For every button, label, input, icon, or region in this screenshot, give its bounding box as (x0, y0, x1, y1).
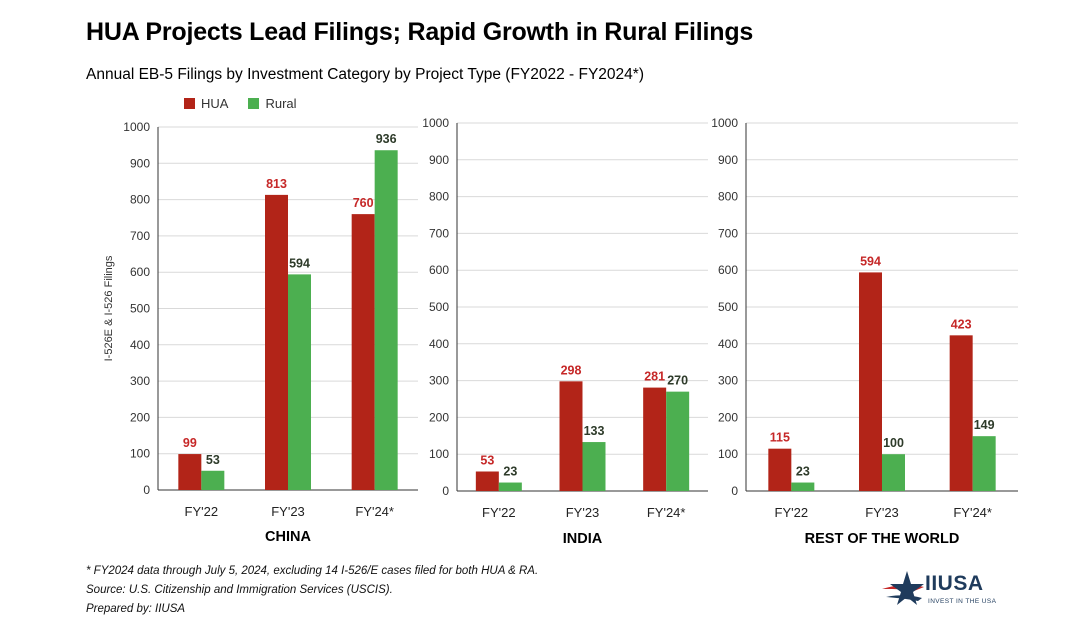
panel-1-data-label-rural: 270 (667, 374, 688, 388)
panel-1-bar-hua (643, 387, 667, 491)
panel-2-x-tick-label: FY'23 (865, 505, 899, 520)
panel-0-y-tick-label: 100 (130, 447, 150, 461)
panel-2-y-tick-label: 500 (718, 300, 738, 314)
legend-swatch-hua (184, 98, 195, 109)
panel-1-bar-rural (666, 391, 690, 491)
panel-1-bar-rural (498, 482, 522, 491)
panel-2-data-label-hua: 115 (770, 431, 790, 445)
panel-1-y-tick-label: 0 (442, 484, 449, 498)
panel-2-bar-rural (791, 482, 815, 491)
footnote-prepared-by: Prepared by: IIUSA (86, 603, 186, 615)
panel-0-bar-rural (288, 274, 311, 490)
panel-0-y-tick-label: 800 (130, 193, 150, 207)
panel-0-data-label-hua: 99 (183, 436, 197, 450)
panel-2-x-tick-label: FY'22 (775, 505, 809, 520)
panel-1-bar-hua (559, 381, 583, 491)
panel-0-title: CHINA (265, 529, 311, 545)
panel-1-y-tick-label: 400 (429, 337, 449, 351)
panel-1-bar-hua (475, 471, 499, 491)
panel-0-bar-rural (374, 150, 398, 490)
panel-0-y-tick-label: 1000 (123, 120, 150, 134)
panel-0-bar-hua (178, 454, 202, 490)
panel-2-data-label-rural: 149 (974, 418, 995, 432)
panel-0-data-label-hua: 813 (266, 177, 287, 191)
panel-1-y-tick-label: 1000 (422, 116, 449, 130)
legend-item-rural: Rural (248, 96, 297, 111)
panel-2-data-label-rural: 23 (796, 465, 810, 479)
panel-1-bar-rural (582, 442, 606, 491)
panel-0-y-tick-label: 900 (130, 156, 150, 170)
panel-2-bar-rural (882, 454, 905, 491)
panel-0-bar-hua (351, 214, 375, 490)
panel-1-data-label-hua: 53 (480, 453, 494, 467)
panel-1-y-tick-label: 900 (429, 153, 449, 167)
chart-legend: HUA Rural (184, 96, 297, 111)
logo-tagline: INVEST IN THE USA (928, 598, 997, 605)
panel-0-data-label-rural: 594 (289, 256, 310, 270)
panel-2-bar-hua (859, 272, 882, 491)
panel-0-bar-hua (265, 194, 288, 491)
panel-0-data-label-rural: 936 (376, 132, 397, 146)
star-swoosh-icon (882, 571, 924, 605)
panel-1-y-tick-label: 200 (429, 410, 449, 424)
logo-name: IIUSA (925, 572, 984, 595)
panel-0-y-axis-label: I-526E & I-526 Filings (103, 255, 115, 361)
panel-1-y-tick-label: 500 (429, 300, 449, 314)
panel-2-y-tick-label: 300 (718, 374, 738, 388)
footnote-source: Source: U.S. Citizenship and Immigration… (86, 584, 393, 596)
panel-2-y-tick-label: 400 (718, 337, 738, 351)
panel-0-data-label-rural: 53 (206, 453, 220, 467)
panel-2-y-tick-label: 200 (718, 410, 738, 424)
panel-1-x-tick-label: FY'23 (566, 505, 600, 520)
panel-0-x-tick-label: FY'24* (355, 504, 394, 519)
panel-0-y-tick-label: 500 (130, 302, 150, 316)
legend-label-hua: HUA (201, 96, 229, 111)
panel-2-y-tick-label: 800 (718, 190, 738, 204)
panel-2-title: REST OF THE WORLD (805, 531, 960, 547)
legend-swatch-rural (248, 98, 260, 109)
panel-1-x-tick-label: FY'22 (482, 505, 516, 520)
panel-2-data-label-rural: 100 (883, 436, 904, 450)
panel-2-y-tick-label: 0 (731, 484, 738, 498)
panel-2-y-tick-label: 700 (718, 226, 738, 240)
legend-label-rural: Rural (265, 96, 297, 111)
panel-1-data-label-hua: 281 (644, 370, 665, 384)
page-title: HUA Projects Lead Filings; Rapid Growth … (86, 18, 754, 46)
panel-2-bar-hua (949, 335, 973, 491)
panel-1-y-tick-label: 600 (429, 263, 449, 277)
panel-2-bar-hua (768, 448, 792, 491)
panel-0-y-tick-label: 700 (130, 229, 150, 243)
panel-1-title: INDIA (563, 531, 603, 547)
panel-0-bar-rural (201, 470, 225, 490)
panel-0-x-tick-label: FY'22 (185, 504, 219, 519)
panel-0-y-tick-label: 200 (130, 410, 150, 424)
panel-2-x-tick-label: FY'24* (953, 505, 992, 520)
panel-2-bar-rural (972, 436, 996, 491)
panel-1-data-label-rural: 133 (584, 424, 605, 438)
panel-1-data-label-hua: 298 (561, 363, 582, 377)
panel-2-y-tick-label: 1000 (711, 116, 738, 130)
panel-2-y-tick-label: 100 (718, 447, 738, 461)
panel-0-y-tick-label: 400 (130, 338, 150, 352)
panel-1-y-tick-label: 700 (429, 226, 449, 240)
panel-2-data-label-hua: 423 (951, 317, 972, 331)
panel-0-data-label-hua: 760 (353, 196, 374, 210)
panel-0-x-tick-label: FY'23 (271, 504, 305, 519)
panel-0-y-tick-label: 600 (130, 265, 150, 279)
page-subtitle: Annual EB-5 Filings by Investment Catego… (86, 66, 644, 83)
panel-1-y-tick-label: 300 (429, 374, 449, 388)
panel-2-y-tick-label: 600 (718, 263, 738, 277)
panel-2-data-label-hua: 594 (860, 254, 881, 268)
panel-2-y-tick-label: 900 (718, 153, 738, 167)
legend-item-hua: HUA (184, 96, 228, 111)
footnote-data-note: * FY2024 data through July 5, 2024, excl… (86, 565, 539, 577)
panel-1-y-tick-label: 800 (429, 190, 449, 204)
panel-1-data-label-rural: 23 (503, 465, 517, 479)
panel-0-y-tick-label: 300 (130, 374, 150, 388)
panel-0-y-tick-label: 0 (143, 483, 150, 497)
panel-1-y-tick-label: 100 (429, 447, 449, 461)
panel-1-x-tick-label: FY'24* (647, 505, 686, 520)
